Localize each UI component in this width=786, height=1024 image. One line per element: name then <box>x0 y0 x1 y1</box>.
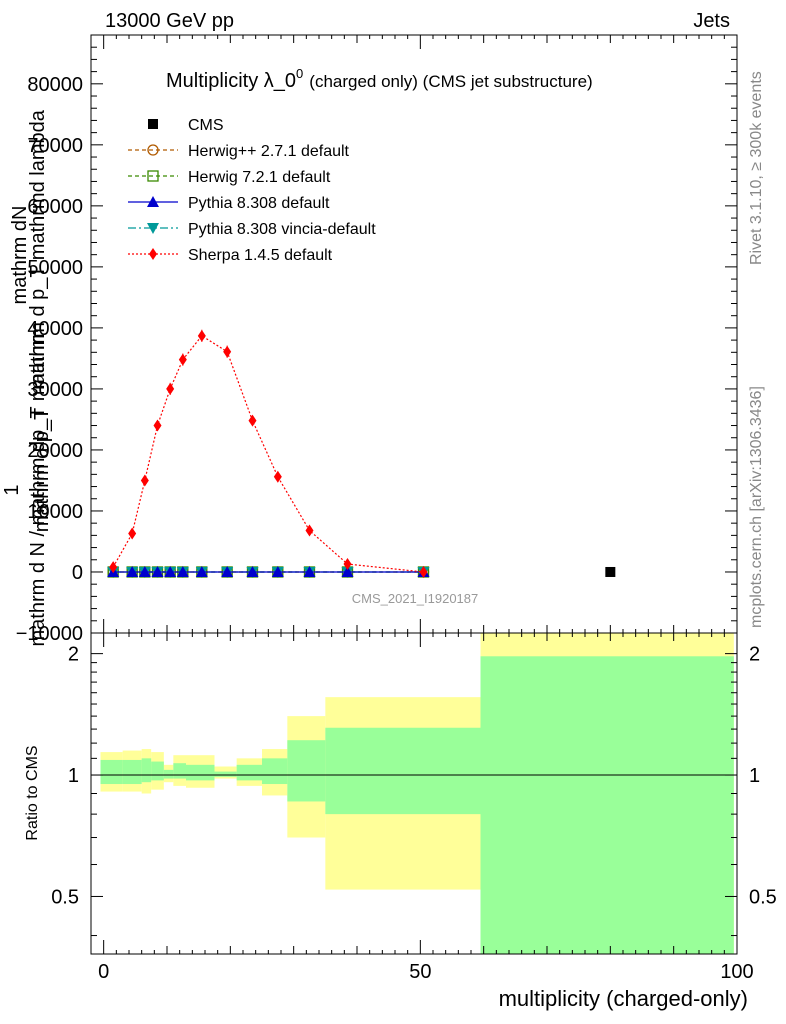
ratio-y-tick-label-right: 1 <box>749 765 760 787</box>
data-point-pythia <box>151 565 164 577</box>
chart-title-sup: 0 <box>296 66 303 81</box>
header-left: 13000 GeV pp <box>105 10 234 32</box>
ratio-panel: 0.5 0.5 1 1 2 2 0 50 100 Ratio to CMS multiplici… <box>24 632 777 1011</box>
legend-marker-pythia_vincia <box>147 223 159 234</box>
x-axis-label: multiplicity (charged-only) <box>499 986 748 1011</box>
data-point-pythia <box>341 565 354 577</box>
ratio-y-tick-label-right: 2 <box>749 644 760 666</box>
data-point-pythia <box>271 565 284 577</box>
data-point-pythia <box>176 565 189 577</box>
y-tick-label: 60000 <box>27 196 83 218</box>
x-tick-label: 50 <box>409 961 431 983</box>
ratio-band-inner <box>151 761 164 781</box>
ratio-band-inner <box>262 758 288 785</box>
data-point-sherpa <box>223 345 232 358</box>
ratio-band-inner <box>480 656 734 954</box>
legend-marker-pythia <box>147 196 159 207</box>
ratio-y-tick-label-right: 0.5 <box>749 886 777 908</box>
ratio-y-axis-label: Ratio to CMS <box>24 745 41 840</box>
y-tick-label: 50000 <box>27 257 83 279</box>
main-axis-ticks <box>91 35 738 634</box>
y-tick-label: 10000 <box>27 501 83 523</box>
y-tick-label: 0 <box>72 562 83 584</box>
analysis-watermark: CMS_2021_I1920187 <box>352 591 479 606</box>
y-tick-label: 70000 <box>27 135 83 157</box>
chart-title: Multiplicity λ_00 (charged only) (CMS jet… <box>166 66 593 92</box>
legend: CMS Herwig++ 2.7.1 default Herwig 7.2.1 de… <box>128 117 376 264</box>
legend-label-herwig_pp: Herwig++ 2.7.1 default <box>188 143 350 160</box>
series-line-sherpa <box>112 335 424 573</box>
ratio-band-inner <box>214 771 237 777</box>
data-point-sherpa <box>140 474 149 487</box>
data-point-sherpa <box>248 414 257 427</box>
data-point-sherpa <box>109 561 118 574</box>
legend-marker-herwig_pp <box>147 144 159 156</box>
rivet-label: Rivet 3.1.10, ≥ 300k events <box>748 71 765 265</box>
legend-label-pythia: Pythia 8.308 default <box>188 195 330 212</box>
y-tick-label: 20000 <box>27 440 83 462</box>
legend-label-cms: CMS <box>188 117 224 134</box>
legend-marker-herwig7 <box>147 170 159 182</box>
ratio-axis-ticks <box>91 633 738 954</box>
data-point-sherpa <box>166 382 175 395</box>
data-point-sherpa <box>343 558 352 571</box>
ratio-bands <box>100 633 734 954</box>
data-point-pythia <box>221 565 234 577</box>
data-point-pythia <box>126 565 139 577</box>
data-point-sherpa <box>128 527 137 540</box>
ratio-band-inner <box>287 740 326 802</box>
header-right: Jets <box>693 10 730 32</box>
ylabel-line-1: mathrm dN <box>9 206 31 305</box>
mcplots-label: mcplots.cern.ch [arXiv:1306.3436] <box>748 386 765 628</box>
data-point-pythia <box>164 565 177 577</box>
ratio-tick-labels: 0.5 0.5 1 1 2 2 0 50 100 <box>51 644 777 983</box>
ylabel-line-5: mathrm d p_T <box>31 408 53 532</box>
main-data <box>107 329 616 578</box>
data-point-sherpa <box>273 470 282 483</box>
legend-marker-cms <box>148 119 158 129</box>
ylabel-line-3: 1 <box>1 484 23 495</box>
legend-label-pythia_vincia: Pythia 8.308 vincia-default <box>188 221 376 238</box>
ratio-y-tick-label-left: 1 <box>68 765 79 787</box>
chart-title-main: Multiplicity λ_0 <box>166 70 296 92</box>
data-point-pythia <box>138 565 151 577</box>
data-point-pythia <box>195 565 208 577</box>
ratio-band-inner <box>100 759 123 785</box>
ratio-band-inner <box>122 759 142 785</box>
y-tick-label: 40000 <box>27 318 83 340</box>
data-point-pythia <box>303 565 316 577</box>
ratio-band-inner <box>186 764 215 781</box>
data-point-sherpa <box>197 329 206 342</box>
ratio-band-inner <box>325 727 481 815</box>
ratio-band-inner <box>236 764 262 781</box>
y-tick-label: −10000 <box>16 623 83 645</box>
ratio-band-inner <box>163 769 174 779</box>
y-tick-label: 80000 <box>27 74 83 96</box>
ylabel-line-2: mathrm d p_T mathrmd lambda <box>27 109 49 390</box>
main-y-tick-labels: −10000 0 10000 20000 30000 40000 50000 60000 700… <box>16 74 83 645</box>
ylabel-line-4: mathrm d N / mathrm dp_T mathrm <box>27 333 49 646</box>
legend-marker-sherpa <box>149 248 157 260</box>
x-tick-label: 100 <box>720 961 753 983</box>
data-point-sherpa <box>305 524 314 537</box>
main-panel: −10000 0 10000 20000 30000 40000 50000 60000 700… <box>1 34 738 647</box>
x-tick-label: 0 <box>98 961 109 983</box>
data-point-sherpa <box>153 419 162 432</box>
chart-title-suffix: (charged only) (CMS jet substructure) <box>309 72 592 91</box>
ratio-y-tick-label-left: 0.5 <box>51 886 79 908</box>
legend-label-sherpa: Sherpa 1.4.5 default <box>188 247 333 264</box>
data-point-sherpa <box>419 565 428 578</box>
main-y-axis-label: mathrm dN mathrm d p_T mathrmd lambda 1 … <box>1 109 53 646</box>
data-point-sherpa <box>178 353 187 366</box>
legend-label-herwig7: Herwig 7.2.1 default <box>188 169 331 186</box>
ratio-band-inner <box>141 758 152 783</box>
ratio-y-tick-label-left: 2 <box>68 644 79 666</box>
data-point-pythia <box>246 565 259 577</box>
y-tick-label: 30000 <box>27 379 83 401</box>
data-point-cms <box>605 566 616 577</box>
ratio-band-inner <box>173 763 186 779</box>
